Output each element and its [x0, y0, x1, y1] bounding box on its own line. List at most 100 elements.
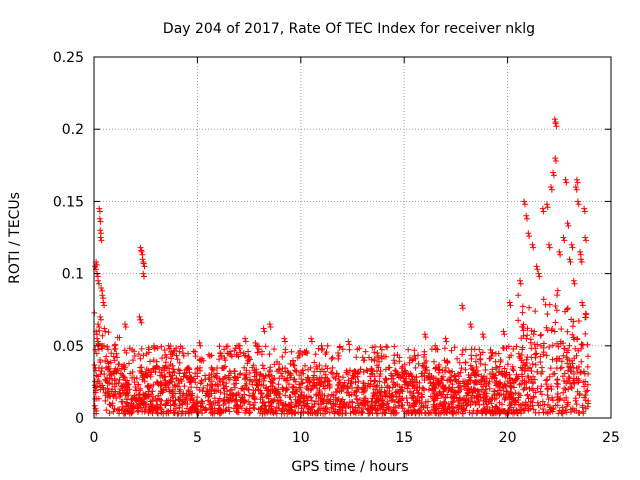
- data-point: [271, 346, 278, 353]
- data-point: [525, 230, 532, 237]
- data-point: [367, 409, 374, 416]
- data-point: [223, 343, 230, 350]
- data-point: [557, 251, 564, 258]
- data-point: [535, 270, 542, 277]
- data-point: [455, 398, 462, 405]
- data-point: [431, 358, 437, 365]
- data-point: [390, 407, 397, 414]
- data-point: [467, 362, 474, 369]
- data-point: [344, 371, 351, 378]
- data-point: [579, 404, 586, 411]
- data-point: [137, 387, 143, 394]
- data-point: [141, 408, 148, 415]
- data-point: [546, 344, 553, 350]
- data-point: [183, 394, 190, 401]
- data-point: [581, 383, 588, 390]
- data-point: [540, 296, 547, 303]
- data-point: [415, 352, 421, 359]
- data-point: [332, 401, 339, 408]
- data-point: [394, 398, 401, 405]
- data-point: [564, 328, 571, 335]
- data-point: [569, 323, 576, 330]
- data-point: [129, 346, 136, 353]
- data-point: [425, 398, 432, 405]
- data-point: [354, 384, 361, 391]
- data-point: [217, 389, 224, 396]
- data-point: [553, 158, 559, 164]
- data-point: [520, 327, 527, 334]
- data-point: [272, 409, 279, 416]
- data-point: [180, 373, 187, 380]
- data-point: [524, 325, 531, 332]
- data-point: [515, 394, 522, 401]
- data-point: [106, 375, 113, 382]
- data-point: [207, 410, 214, 416]
- data-point: [198, 398, 205, 405]
- data-point: [242, 338, 249, 345]
- data-point: [147, 373, 154, 380]
- data-point: [109, 400, 116, 407]
- data-point: [573, 186, 580, 193]
- data-point: [411, 376, 418, 383]
- data-point: [257, 396, 264, 403]
- data-point: [339, 396, 346, 403]
- data-point: [164, 408, 170, 415]
- data-point: [246, 356, 253, 362]
- data-point: [285, 381, 292, 388]
- data-point: [226, 408, 233, 415]
- data-point: [252, 369, 259, 376]
- data-point: [159, 364, 166, 371]
- data-point: [455, 389, 461, 396]
- data-point: [121, 405, 128, 412]
- data-point: [197, 356, 203, 363]
- data-point: [577, 248, 583, 255]
- data-point: [92, 365, 99, 371]
- data-point: [206, 374, 213, 381]
- data-point: [334, 409, 341, 416]
- data-point: [326, 409, 333, 416]
- data-point: [221, 390, 228, 397]
- data-point: [290, 358, 296, 365]
- data-point: [487, 346, 494, 353]
- data-point: [320, 405, 327, 412]
- data-point: [439, 383, 446, 390]
- data-point: [407, 370, 414, 377]
- data-point: [154, 345, 161, 352]
- data-point: [338, 387, 345, 394]
- data-point: [311, 359, 318, 366]
- data-point: [570, 375, 577, 382]
- data-point: [339, 346, 346, 353]
- data-point: [558, 364, 565, 371]
- data-point: [528, 368, 535, 374]
- data-point: [549, 356, 556, 363]
- data-point: [530, 394, 537, 401]
- data-point: [273, 404, 280, 411]
- data-point: [544, 311, 551, 317]
- data-point: [176, 359, 183, 366]
- data-point: [421, 351, 428, 358]
- data-point: [151, 345, 158, 352]
- data-point: [190, 348, 197, 355]
- data-point: [430, 395, 437, 402]
- data-point: [261, 365, 267, 372]
- data-point: [490, 373, 496, 380]
- data-point: [298, 380, 305, 387]
- data-point: [526, 304, 533, 311]
- data-point: [282, 401, 289, 407]
- data-point: [200, 357, 207, 364]
- data-point: [292, 378, 299, 385]
- data-point: [480, 375, 487, 382]
- data-point: [290, 388, 296, 395]
- data-point: [472, 388, 479, 395]
- data-point: [394, 351, 401, 358]
- data-point: [264, 392, 271, 398]
- data-point: [145, 349, 152, 356]
- data-point: [530, 331, 537, 338]
- data-point: [111, 405, 118, 412]
- data-point: [300, 398, 307, 405]
- data-point: [395, 388, 401, 395]
- data-point: [376, 373, 383, 380]
- data-point: [476, 401, 483, 408]
- data-point: [102, 397, 109, 404]
- data-point: [467, 402, 474, 408]
